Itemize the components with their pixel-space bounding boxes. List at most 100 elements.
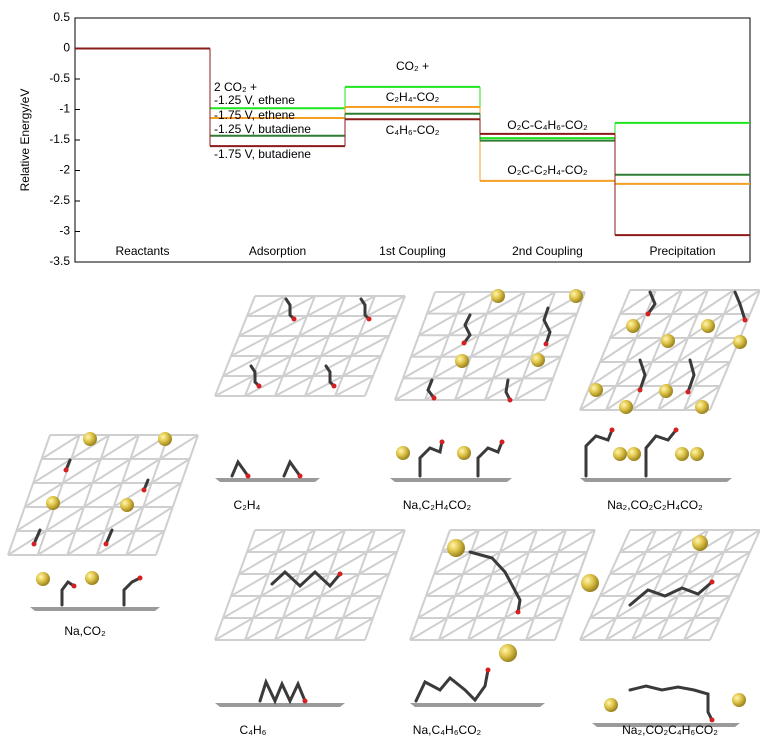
oxygen-atom [461,340,467,346]
lattice-bond [605,551,751,641]
lattice-bond [304,295,346,397]
x-tick-label: Adsorption [249,244,306,258]
lattice-bond [334,529,376,641]
oxygen-atom [507,397,513,403]
molecule [104,528,114,546]
sodium-atom [36,572,50,586]
surface-slab [592,723,740,727]
structure-label: Na,C₂H₄CO₂ [403,498,472,512]
x-tick-label: Reactants [115,244,169,258]
lattice-bond [579,529,760,641]
lattice-bond [230,295,346,357]
lattice-bond [631,337,741,411]
sodium-atom [613,447,627,461]
oxygen-atom [543,341,549,347]
surface-slab [390,478,512,482]
sodium-atom [46,496,60,510]
annotation: C₂H₄-CO₂ [386,90,440,104]
sodium-atom [692,535,708,551]
lattice-bond [657,595,731,641]
y-tick-label: -0.5 [49,71,70,85]
lattice-bond [417,529,567,619]
oxygen-atom [637,387,643,393]
molecule [462,313,472,345]
y-tick-label: -2.5 [49,193,70,207]
lattice-bond [467,573,580,641]
oxygen-atom [302,698,308,704]
molecule [686,358,696,394]
lattice-bond [7,434,51,556]
sodium-atom [457,446,471,460]
sodium-atom [626,319,640,333]
lattice-bond [66,482,182,556]
oxygen-atom [609,427,615,433]
lattice-bond [334,375,374,397]
lattice-bond [410,291,526,358]
lattice-bond [246,295,286,317]
oxygen-atom [291,316,297,322]
sodium-atom [85,571,99,585]
lattice-bond [424,312,578,401]
lattice-bond [214,529,256,641]
oxygen-atom [685,389,691,395]
molecule [324,364,336,388]
lattice-bond [7,434,199,556]
legend-entry: -1.75 V, ethene [214,108,295,122]
lattice-bond [683,289,735,411]
lattice-bond [496,595,572,641]
structure-label: Na₂,CO₂C₂H₄CO₂ [607,498,703,512]
sodium-atom [604,698,618,712]
lattice-bond [238,529,316,575]
lattice-bond [230,529,346,597]
sodium-atom [455,354,469,368]
oxygen-atom [63,467,69,473]
oxygen-atom [31,541,37,547]
y-tick-label: -1.5 [49,132,70,146]
oxygen-atom [366,316,372,322]
lattice-bond [402,291,556,380]
annotation: O₂C-C₄H₆-CO₂ [507,118,588,132]
surface-slab [215,703,345,707]
lattice-bond [438,529,480,641]
oxygen-atom [485,667,491,673]
lattice-bond [334,295,376,397]
molecule [504,378,512,402]
y-axis-label: Relative Energy/eV [18,89,32,192]
sodium-atom [690,447,704,461]
lattice-bond [657,361,731,411]
oxygen-atom [673,427,679,433]
sodium-atom [531,353,545,367]
lattice-bond [66,434,111,556]
lattice-bond [24,434,140,508]
structure-label: Na₂,CO₂C₄H₆CO₂ [622,723,718,737]
sodium-atom [732,693,746,707]
lattice-bond [454,334,570,401]
molecule [249,364,261,388]
lattice-bond [605,313,751,411]
y-tick-label: -3.5 [49,254,70,268]
oxygen-atom [297,473,303,479]
molecule [646,290,657,316]
sodium-atom [661,334,675,348]
structure-label: C₄H₆ [239,723,266,737]
lattice-bond [125,530,165,556]
molecule [230,458,250,478]
sodium-atom [491,289,505,303]
sodium-atom [627,447,641,461]
lattice-bond [222,529,376,619]
lattice-bond [579,289,631,411]
molecule [628,684,714,722]
molecule [542,306,552,346]
lattice-bond [274,529,316,641]
lattice-bond [631,529,683,641]
plot-frame [74,17,751,263]
lattice-bond [244,551,398,641]
annotation: O₂C-C₂H₄-CO₂ [507,163,588,177]
lattice-bond [609,529,683,575]
oxygen-atom [645,311,651,317]
lattice-bond [274,335,390,397]
sodium-atom [581,574,599,592]
oxygen-atom [742,317,748,323]
sodium-atom [120,498,134,512]
y-tick-label: 0 [63,41,70,55]
